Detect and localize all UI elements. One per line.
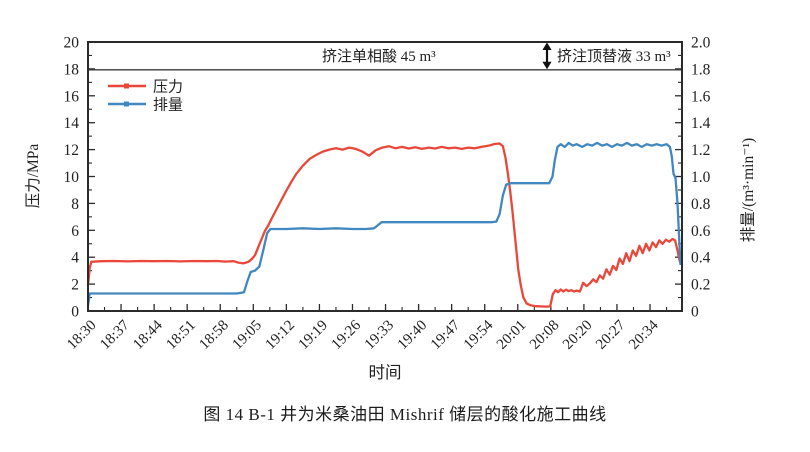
x-tick-label: 19:40 [395,317,430,352]
x-tick-label: 19:33 [362,317,397,352]
left-axis-title: 压力/MPa [24,144,42,209]
series-layer [86,141,682,308]
x-tick-label: 20:08 [527,317,562,352]
y-right-tick-label: 1.0 [691,169,711,186]
stage-label-acid: 挤注单相酸 45 m³ [322,48,436,65]
y-left-tick-label: 20 [64,35,80,52]
x-tick-label: 18:51 [163,317,198,352]
acidizing-job-chart: 18:3018:3718:4418:5118:5819:0519:1219:19… [24,35,757,383]
legend-marker-pressure [124,83,129,89]
right-axis-title: 排量/(m³·min⁻¹) [739,138,757,242]
legend-label-pressure: 压力 [153,79,183,96]
y-left-tick-label: 2 [71,277,79,294]
legend-entry-pressure: 压力 [108,79,183,96]
y-right-tick-label: 1.6 [691,88,711,105]
x-tick-label: 18:44 [130,317,166,353]
y-left-tick-label: 12 [64,142,80,159]
x-tick-label: 18:58 [196,317,231,352]
y-right-tick-label: 0 [691,304,699,321]
y-right-tick-label: 1.2 [691,142,710,159]
y-left-tick-label: 14 [64,115,80,132]
plot-border [87,41,683,312]
x-tick-label: 19:26 [329,317,365,353]
legend-entry-rate: 排量 [108,97,183,114]
y-right-tick-label: 0.8 [691,196,711,213]
x-tick-label: 19:12 [263,317,298,352]
x-tick-label: 20:20 [560,317,595,352]
y-right-tick-label: 0.2 [691,277,710,294]
y-left-tick-label: 10 [64,169,80,186]
legend: 压力 排量 [108,79,183,114]
double-arrow-icon [542,42,552,70]
x-tick-label: 20:27 [593,317,629,353]
x-tick-label: 19:47 [428,317,464,353]
x-tick-label: 20:34 [626,317,662,353]
y-right-tick-label: 0.6 [691,223,711,240]
y-left-tick-label: 16 [64,88,80,105]
x-axis-title: 时间 [369,363,402,382]
x-tick-label: 18:37 [97,317,133,353]
stage-label-displacement: 挤注顶替液 33 m³ [557,48,671,65]
x-tick-label: 20:01 [494,317,529,352]
legend-marker-rate [124,101,129,107]
x-tick-label: 19:19 [296,317,331,352]
series-line-pressure [86,142,682,308]
legend-label-rate: 排量 [153,97,183,114]
x-tick-label: 19:05 [229,317,264,352]
y-right-tick-label: 2.0 [691,35,711,52]
x-tick-label: 19:54 [461,317,497,353]
stage-annotations: 挤注单相酸 45 m³ 挤注顶替液 33 m³ [322,42,671,70]
y-right-tick-label: 1.4 [691,115,711,132]
figure-caption: 图 14 B-1 井为米桑油田 Mishrif 储层的酸化施工曲线 [203,405,607,424]
y-right-tick-label: 0.4 [691,250,711,267]
y-left-tick-label: 6 [71,223,79,240]
series-line-rate [86,141,682,307]
y-left-tick-label: 18 [64,61,80,78]
y-left-tick-label: 0 [71,304,79,321]
x-tick-label: 18:30 [64,317,99,352]
y-right-tick-label: 1.8 [691,61,711,78]
y-left-tick-label: 4 [71,250,79,267]
y-left-tick-label: 8 [71,196,79,213]
